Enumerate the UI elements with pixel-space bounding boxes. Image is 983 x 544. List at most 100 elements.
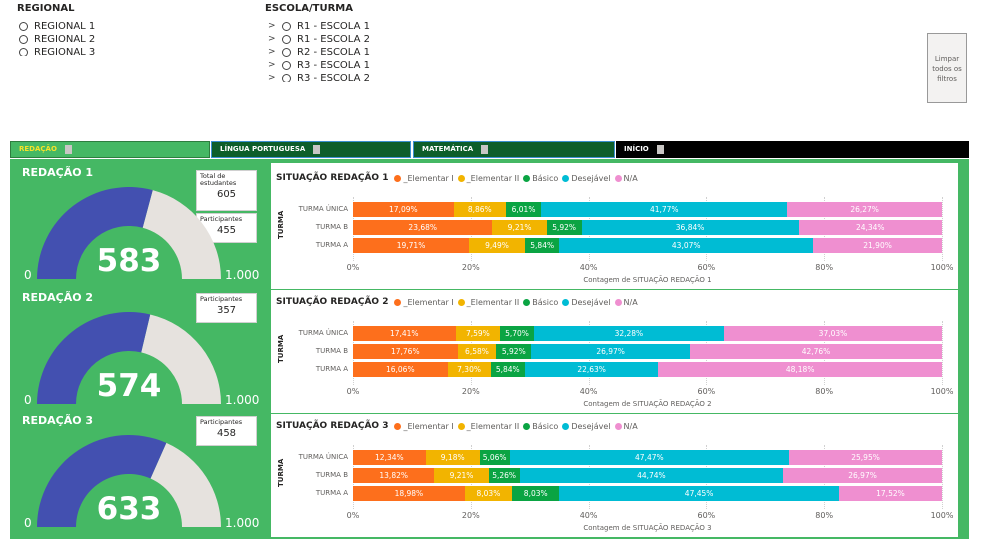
radio-icon[interactable] bbox=[282, 74, 291, 82]
escola-option-5[interactable]: > R3 - ESCOLA 2 bbox=[268, 72, 418, 82]
radio-icon[interactable] bbox=[282, 22, 291, 31]
legend-item[interactable]: _Elementar I bbox=[394, 174, 454, 183]
stacked-bar-row[interactable]: 17,09% 8,86% 6,01% 41,77% 26,27% bbox=[353, 202, 942, 217]
bar-segment[interactable]: 37,03% bbox=[723, 326, 943, 341]
legend-item[interactable]: _Elementar II bbox=[457, 422, 519, 431]
bar-segment[interactable]: 9,21% bbox=[434, 468, 489, 483]
escola-option-3[interactable]: > R2 - ESCOLA 1 bbox=[268, 46, 418, 59]
radio-icon[interactable] bbox=[282, 35, 291, 44]
bar-segment[interactable]: 36,84% bbox=[581, 220, 799, 235]
bar-segment[interactable]: 17,09% bbox=[353, 202, 454, 217]
bar-segment[interactable]: 42,76% bbox=[690, 344, 942, 359]
clear-filters-button[interactable]: Limpar todos os filtros bbox=[927, 33, 967, 103]
radio-icon[interactable] bbox=[19, 35, 28, 44]
bar-segment[interactable]: 17,76% bbox=[353, 344, 458, 359]
tab-lingua-portuguesa[interactable]: LÍNGUA PORTUGUESA bbox=[211, 141, 411, 158]
bar-segment[interactable]: 7,30% bbox=[447, 362, 491, 377]
legend-item[interactable]: Desejável bbox=[562, 422, 611, 431]
legend-dot-icon bbox=[394, 298, 402, 306]
bar-segment[interactable]: 22,63% bbox=[524, 362, 659, 377]
bar-segment[interactable]: 41,77% bbox=[541, 202, 788, 217]
bar-segment[interactable]: 24,34% bbox=[798, 220, 942, 235]
bar-segment[interactable]: 8,86% bbox=[453, 202, 506, 217]
stacked-bar-row[interactable]: 17,41% 7,59% 5,70% 32,28% 37,03% bbox=[353, 326, 943, 341]
bar-segment[interactable]: 6,01% bbox=[505, 202, 542, 217]
radio-icon[interactable] bbox=[282, 61, 291, 70]
escola-option-1[interactable]: > R1 - ESCOLA 1 bbox=[268, 20, 418, 33]
stacked-bar-row[interactable]: 17,76% 6,58% 5,92% 26,97% 42,76% bbox=[353, 344, 942, 359]
bar-segment[interactable]: 7,59% bbox=[455, 326, 501, 341]
escola-option-4[interactable]: > R3 - ESCOLA 1 bbox=[268, 59, 418, 72]
regional-filter-title: REGIONAL bbox=[17, 3, 75, 14]
legend-item[interactable]: Desejável bbox=[562, 174, 611, 183]
stacked-bar-row[interactable]: 13,82% 9,21% 5,26% 44,74% 26,97% bbox=[353, 468, 942, 483]
bar-segment[interactable]: 26,97% bbox=[783, 468, 942, 483]
bar-segment[interactable]: 44,74% bbox=[519, 468, 784, 483]
bar-segment[interactable]: 5,84% bbox=[490, 362, 525, 377]
chevron-right-icon[interactable]: > bbox=[268, 73, 276, 82]
bar-segment[interactable]: 5,70% bbox=[500, 326, 534, 341]
legend-item[interactable]: Básico bbox=[523, 422, 558, 431]
tab-matematica[interactable]: MATEMÁTICA bbox=[413, 141, 615, 158]
bar-segment[interactable]: 32,28% bbox=[533, 326, 724, 341]
chevron-right-icon[interactable]: > bbox=[268, 47, 276, 57]
bar-segment[interactable]: 6,58% bbox=[457, 344, 497, 359]
legend-item[interactable]: _Elementar II bbox=[457, 174, 519, 183]
regional-option-1[interactable]: REGIONAL 1 bbox=[19, 20, 169, 33]
bar-segment[interactable]: 26,97% bbox=[531, 344, 691, 359]
bar-segment[interactable]: 9,18% bbox=[425, 450, 480, 465]
bar-segment[interactable]: 9,49% bbox=[469, 238, 525, 253]
chevron-right-icon[interactable]: > bbox=[268, 21, 276, 31]
radio-icon[interactable] bbox=[19, 22, 28, 31]
bar-segment[interactable]: 8,03% bbox=[512, 486, 560, 501]
y-tick-label: TURMA A bbox=[315, 489, 348, 497]
bar-segment[interactable]: 5,26% bbox=[488, 468, 520, 483]
legend-item[interactable]: N/A bbox=[614, 298, 638, 307]
bar-segment[interactable]: 26,27% bbox=[787, 202, 942, 217]
bar-segment[interactable]: 21,90% bbox=[813, 238, 943, 253]
bar-segment[interactable]: 8,03% bbox=[464, 486, 513, 501]
regional-option-2[interactable]: REGIONAL 2 bbox=[19, 33, 169, 46]
x-axis-title: Contagem de SITUAÇÃO REDAÇÃO 1 bbox=[583, 276, 712, 284]
bar-segment[interactable]: 16,06% bbox=[353, 362, 448, 377]
legend-item[interactable]: _Elementar I bbox=[394, 422, 454, 431]
chevron-right-icon[interactable]: > bbox=[268, 60, 276, 70]
regional-option-3[interactable]: REGIONAL 3 bbox=[19, 46, 169, 56]
bar-segment[interactable]: 23,68% bbox=[353, 220, 493, 235]
bar-segment[interactable]: 17,41% bbox=[353, 326, 456, 341]
bar-segment[interactable]: 5,06% bbox=[479, 450, 510, 465]
stacked-bar-row[interactable]: 18,98% 8,03% 8,03% 47,45% 17,52% bbox=[353, 486, 943, 501]
chevron-right-icon[interactable]: > bbox=[268, 34, 276, 44]
legend-item[interactable]: _Elementar I bbox=[394, 298, 454, 307]
stacked-bar-row[interactable]: 12,34% 9,18% 5,06% 47,47% 25,95% bbox=[353, 450, 942, 465]
stacked-bar-row[interactable]: 16,06% 7,30% 5,84% 22,63% 48,18% bbox=[353, 362, 943, 377]
bar-segment[interactable]: 9,21% bbox=[492, 220, 547, 235]
bar-segment[interactable]: 48,18% bbox=[658, 362, 943, 377]
legend-item[interactable]: Básico bbox=[523, 174, 558, 183]
legend-item[interactable]: N/A bbox=[614, 422, 638, 431]
radio-icon[interactable] bbox=[282, 48, 291, 57]
bar-segment[interactable]: 47,47% bbox=[509, 450, 790, 465]
legend-item[interactable]: Básico bbox=[523, 298, 558, 307]
radio-icon[interactable] bbox=[19, 48, 28, 56]
bar-segment[interactable]: 19,71% bbox=[353, 238, 470, 253]
gauge-min: 0 bbox=[24, 268, 32, 282]
tab-redacao[interactable]: REDAÇÃO bbox=[10, 141, 210, 158]
bar-segment[interactable]: 13,82% bbox=[353, 468, 435, 483]
bar-segment[interactable]: 25,95% bbox=[789, 450, 942, 465]
bar-segment[interactable]: 43,07% bbox=[559, 238, 814, 253]
bar-segment[interactable]: 47,45% bbox=[559, 486, 839, 501]
legend-item[interactable]: _Elementar II bbox=[457, 298, 519, 307]
bar-segment[interactable]: 17,52% bbox=[838, 486, 943, 501]
legend-item[interactable]: Desejável bbox=[562, 298, 611, 307]
legend-item[interactable]: N/A bbox=[614, 174, 638, 183]
stacked-bar-row[interactable]: 23,68% 9,21% 5,92% 36,84% 24,34% bbox=[353, 220, 942, 235]
bar-segment[interactable]: 5,84% bbox=[524, 238, 560, 253]
stacked-bar-row[interactable]: 19,71% 9,49% 5,84% 43,07% 21,90% bbox=[353, 238, 943, 253]
bar-segment[interactable]: 5,92% bbox=[546, 220, 582, 235]
escola-option-2[interactable]: > R1 - ESCOLA 2 bbox=[268, 33, 418, 46]
bar-segment[interactable]: 12,34% bbox=[353, 450, 426, 465]
bar-segment[interactable]: 5,92% bbox=[496, 344, 532, 359]
tab-inicio[interactable]: INÍCIO bbox=[616, 141, 969, 158]
bar-segment[interactable]: 18,98% bbox=[353, 486, 465, 501]
